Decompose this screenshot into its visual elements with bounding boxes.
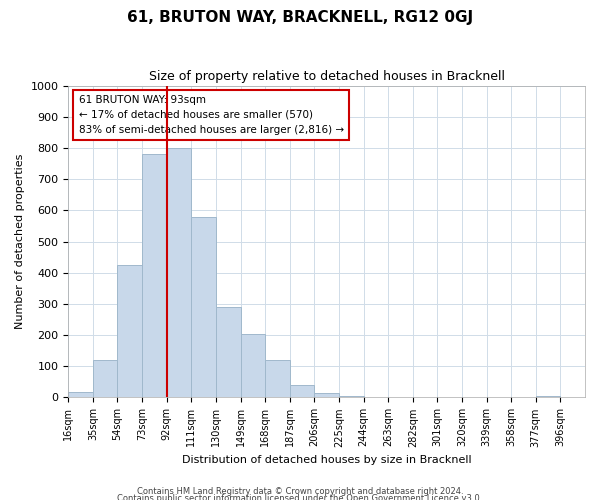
Y-axis label: Number of detached properties: Number of detached properties — [15, 154, 25, 329]
Title: Size of property relative to detached houses in Bracknell: Size of property relative to detached ho… — [149, 70, 505, 83]
X-axis label: Distribution of detached houses by size in Bracknell: Distribution of detached houses by size … — [182, 455, 472, 465]
Bar — [241, 334, 265, 398]
Bar — [191, 216, 216, 398]
Bar — [167, 148, 191, 398]
Bar — [388, 397, 413, 398]
Bar — [93, 360, 118, 398]
Text: Contains HM Land Registry data © Crown copyright and database right 2024.: Contains HM Land Registry data © Crown c… — [137, 487, 463, 496]
Text: 61 BRUTON WAY: 93sqm
← 17% of detached houses are smaller (570)
83% of semi-deta: 61 BRUTON WAY: 93sqm ← 17% of detached h… — [79, 95, 344, 134]
Bar — [413, 397, 437, 398]
Bar — [364, 396, 388, 398]
Bar — [142, 154, 167, 398]
Bar — [265, 360, 290, 398]
Bar — [68, 392, 93, 398]
Bar — [216, 307, 241, 398]
Text: 61, BRUTON WAY, BRACKNELL, RG12 0GJ: 61, BRUTON WAY, BRACKNELL, RG12 0GJ — [127, 10, 473, 25]
Bar — [290, 385, 314, 398]
Bar — [536, 396, 560, 398]
Bar — [118, 265, 142, 398]
Bar — [437, 397, 462, 398]
Bar — [314, 393, 339, 398]
Bar — [339, 396, 364, 398]
Text: Contains public sector information licensed under the Open Government Licence v3: Contains public sector information licen… — [118, 494, 482, 500]
